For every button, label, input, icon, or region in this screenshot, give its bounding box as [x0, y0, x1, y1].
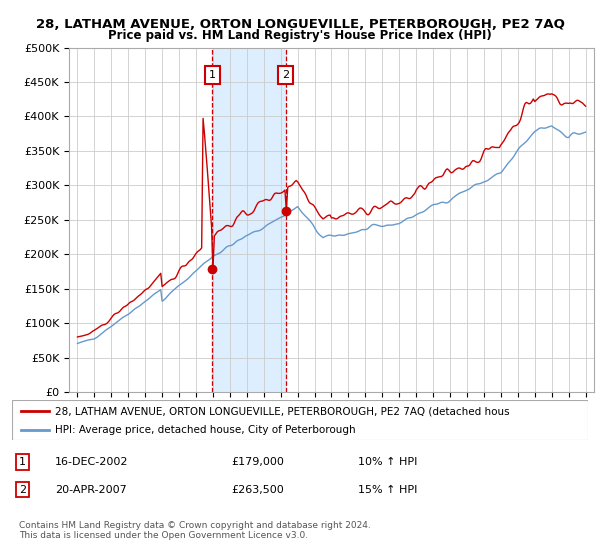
Text: 2: 2 [282, 70, 289, 80]
Text: Contains HM Land Registry data © Crown copyright and database right 2024.
This d: Contains HM Land Registry data © Crown c… [19, 520, 371, 540]
Text: 28, LATHAM AVENUE, ORTON LONGUEVILLE, PETERBOROUGH, PE2 7AQ: 28, LATHAM AVENUE, ORTON LONGUEVILLE, PE… [35, 18, 565, 31]
Text: £179,000: £179,000 [231, 457, 284, 467]
Text: 2: 2 [19, 484, 26, 494]
Text: 10% ↑ HPI: 10% ↑ HPI [358, 457, 417, 467]
Text: 16-DEC-2002: 16-DEC-2002 [55, 457, 128, 467]
Text: 1: 1 [209, 70, 216, 80]
Text: Price paid vs. HM Land Registry's House Price Index (HPI): Price paid vs. HM Land Registry's House … [108, 29, 492, 42]
Text: £263,500: £263,500 [231, 484, 284, 494]
Text: HPI: Average price, detached house, City of Peterborough: HPI: Average price, detached house, City… [55, 425, 356, 435]
Text: 20-APR-2007: 20-APR-2007 [55, 484, 127, 494]
Bar [212, 48, 286, 392]
Text: 1: 1 [19, 457, 26, 467]
Text: 28, LATHAM AVENUE, ORTON LONGUEVILLE, PETERBOROUGH, PE2 7AQ (detached hous: 28, LATHAM AVENUE, ORTON LONGUEVILLE, PE… [55, 407, 510, 417]
Text: 15% ↑ HPI: 15% ↑ HPI [358, 484, 417, 494]
